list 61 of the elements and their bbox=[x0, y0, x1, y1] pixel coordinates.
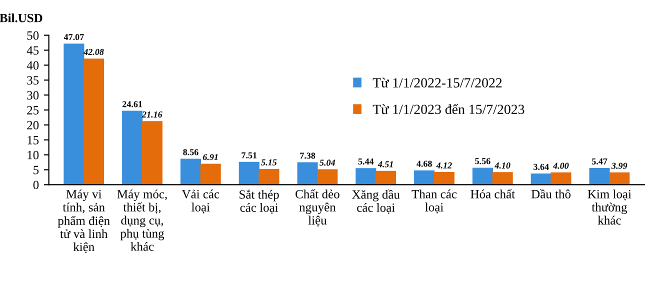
bar bbox=[122, 110, 143, 185]
bar bbox=[609, 172, 630, 185]
x-tick-label: Sắt thép các loại bbox=[240, 190, 279, 214]
bar bbox=[376, 170, 396, 185]
legend-label: Từ 1/1/2022-15/7/2022 bbox=[372, 78, 502, 88]
x-tick-label: Dầu thô bbox=[531, 189, 571, 198]
data-label: 4.68 bbox=[416, 160, 432, 167]
bar bbox=[589, 168, 610, 185]
bar bbox=[180, 158, 202, 185]
data-label: 7.38 bbox=[300, 152, 316, 159]
bar bbox=[550, 172, 572, 185]
y-tick-label: 50 bbox=[27, 31, 39, 40]
data-label: 4.12 bbox=[436, 162, 452, 169]
y-tick-label: 0 bbox=[33, 180, 39, 190]
bar bbox=[238, 162, 260, 185]
bar bbox=[297, 162, 318, 185]
x-tick-label: Than các loại bbox=[412, 190, 457, 214]
y-tick-label: 20 bbox=[27, 120, 39, 130]
bar bbox=[472, 168, 494, 185]
y-axis-title: Bil.USD bbox=[0, 13, 42, 22]
y-tick-label: 40 bbox=[26, 61, 39, 70]
data-label: 4.10 bbox=[494, 162, 510, 169]
data-label: 47.07 bbox=[64, 34, 84, 40]
data-label: 7.51 bbox=[242, 152, 257, 158]
y-tick-label: 30 bbox=[27, 91, 39, 100]
bar bbox=[414, 170, 435, 185]
x-tick-label: Kim loại thường khác bbox=[588, 190, 632, 225]
y-tick-label: 10 bbox=[28, 150, 39, 160]
data-label: 8.56 bbox=[183, 149, 198, 156]
data-label: 3.64 bbox=[534, 164, 549, 170]
bar bbox=[142, 121, 162, 185]
data-label: 6.91 bbox=[203, 154, 218, 160]
data-label: 4.00 bbox=[552, 162, 569, 169]
legend-label: Từ 1/1/2023 đến 15/7/2023 bbox=[372, 104, 524, 114]
data-label: 5.56 bbox=[475, 158, 490, 164]
x-tick-label: Chất dẻo nguyên liệu bbox=[296, 189, 340, 227]
y-tick-label: 15 bbox=[28, 136, 39, 144]
x-tick-label: Xăng dầu các loại bbox=[352, 190, 400, 214]
data-label: 5.44 bbox=[358, 158, 374, 165]
bar bbox=[356, 168, 376, 185]
y-tick-label: 5 bbox=[34, 166, 39, 174]
bar bbox=[434, 172, 454, 185]
data-label: 5.47 bbox=[592, 158, 608, 164]
x-tick-label: Máy móc, thiết bị, dụng cụ, phụ tùng khác bbox=[117, 190, 167, 251]
bar bbox=[200, 164, 221, 185]
y-tick-label: 45 bbox=[26, 46, 39, 55]
bar bbox=[258, 168, 280, 185]
y-tick-label: 25 bbox=[27, 106, 39, 114]
x-tick-label: Vải các loại bbox=[182, 190, 220, 214]
data-label: 4.51 bbox=[378, 161, 393, 168]
bar bbox=[84, 58, 104, 185]
data-label: 5.15 bbox=[261, 159, 277, 166]
bar bbox=[492, 172, 513, 185]
bar bbox=[64, 44, 84, 185]
x-tick-label: Máy vi tính, sản phẩm điện tử và linh kiện bbox=[58, 190, 110, 254]
data-label: 3.99 bbox=[611, 162, 628, 169]
bar bbox=[317, 169, 338, 185]
x-tick-label: Hóa chất bbox=[470, 189, 515, 198]
data-label: 5.04 bbox=[320, 160, 336, 166]
data-label: 24.61 bbox=[122, 101, 142, 108]
y-tick-label: 35 bbox=[27, 76, 39, 85]
